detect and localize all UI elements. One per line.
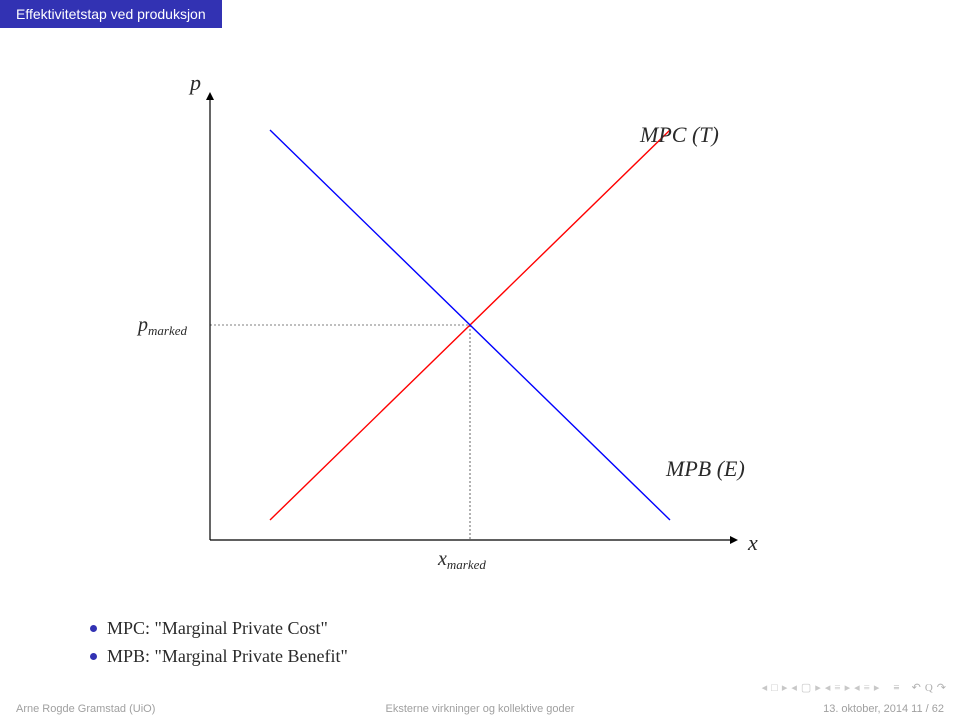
bullet-list: MPC: "Marginal Private Cost" MPB: "Margi… bbox=[90, 615, 348, 671]
list-item: MPB: "Marginal Private Benefit" bbox=[90, 643, 348, 671]
slide-header: Effektivitetstap ved produksjon bbox=[0, 0, 222, 28]
slide-footer: Arne Rogde Gramstad (UiO) Eksterne virkn… bbox=[0, 698, 960, 720]
footer-author: Arne Rogde Gramstad (UiO) bbox=[16, 703, 325, 715]
nav-icon[interactable]: ▢ bbox=[801, 681, 811, 694]
x-marked-label: xmarked bbox=[438, 548, 486, 573]
bullet-text: MPB: "Marginal Private Benefit" bbox=[107, 643, 348, 671]
nav-icon[interactable]: □ bbox=[771, 682, 778, 694]
x-axis-label: x bbox=[748, 530, 758, 556]
header-title: Effektivitetstap ved produksjon bbox=[16, 6, 206, 22]
nav-icon[interactable]: ◂ bbox=[791, 681, 797, 694]
footer-page: 13. oktober, 2014 11 / 62 bbox=[635, 703, 944, 715]
p-marked-label: pmarked bbox=[138, 314, 187, 339]
bullet-text: MPC: "Marginal Private Cost" bbox=[107, 615, 328, 643]
mpc-label: MPC (T) bbox=[640, 122, 719, 148]
nav-icon[interactable]: ▸ bbox=[845, 681, 851, 694]
nav-icon[interactable]: ◂ bbox=[825, 681, 831, 694]
footer-title: Eksterne virkninger og kollektive goder bbox=[325, 703, 634, 715]
bullet-icon bbox=[90, 653, 97, 660]
bullet-icon bbox=[90, 625, 97, 632]
nav-icon[interactable]: ▸ bbox=[874, 681, 880, 694]
mpb-label: MPB (E) bbox=[666, 456, 745, 482]
y-axis-label: p bbox=[190, 70, 201, 96]
nav-icon[interactable]: ≡ bbox=[834, 682, 840, 694]
nav-icon[interactable]: ◂ bbox=[854, 681, 860, 694]
chart: p x pmarked xmarked MPC (T) MPB (E) bbox=[140, 80, 780, 580]
beamer-nav[interactable]: ◂ □ ▸ ◂ ▢ ▸ ◂ ≡ ▸ ◂ ≡ ▸ ≡ ↶ Q ↷ bbox=[762, 681, 946, 694]
nav-icon[interactable]: ≡ bbox=[864, 682, 870, 694]
nav-icon[interactable]: ≡ bbox=[893, 682, 899, 694]
nav-icon[interactable]: ↷ bbox=[937, 681, 946, 694]
nav-icon[interactable]: ↶ bbox=[912, 681, 921, 694]
nav-icon[interactable]: ▸ bbox=[815, 681, 821, 694]
nav-icon[interactable]: ▸ bbox=[782, 681, 788, 694]
nav-icon[interactable]: Q bbox=[925, 682, 933, 694]
nav-icon[interactable]: ◂ bbox=[762, 681, 768, 694]
list-item: MPC: "Marginal Private Cost" bbox=[90, 615, 348, 643]
